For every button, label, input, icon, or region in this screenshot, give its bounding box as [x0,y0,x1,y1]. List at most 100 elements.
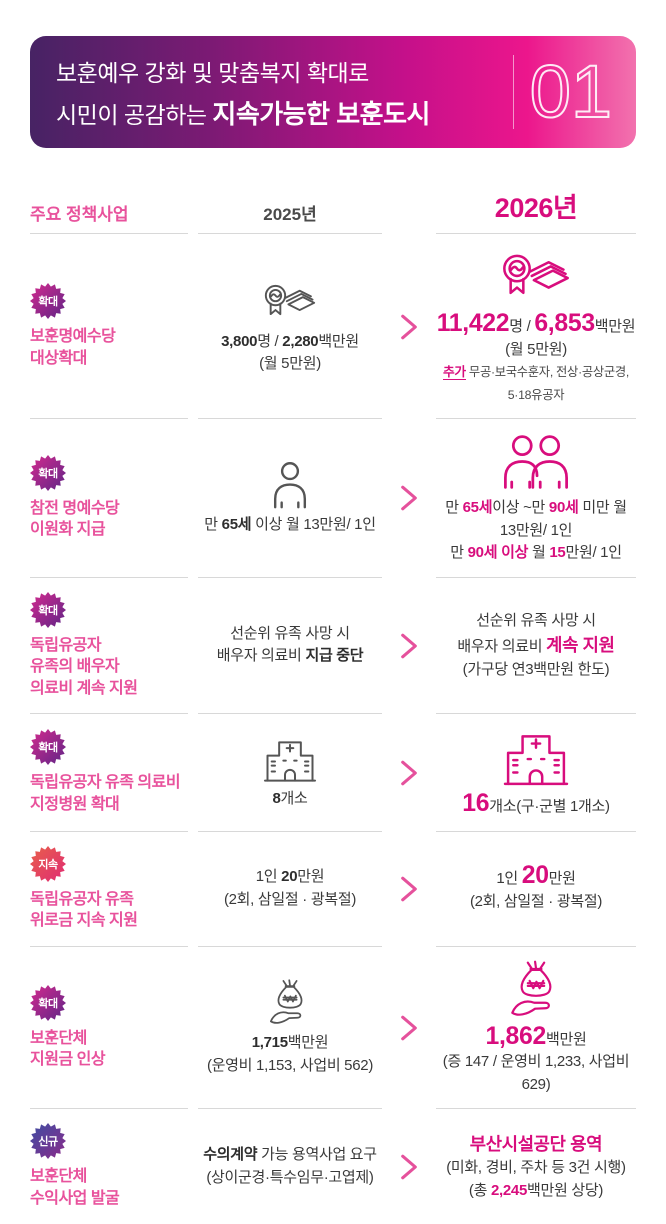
status-badge: 지속 [30,846,66,882]
cell-2026-text: 만 65세이상 ~만 90세 미만 월 13만원/ 1인 만 90세 이상 월 1… [445,499,627,561]
row-title-cell: 확대 보훈단체 지원금 인상 [30,947,188,1110]
policy-row: 확대 독립유공자 유족 의료비 지정병원 확대 8개소 16개소(구·군별 1개소… [30,714,636,832]
table-header-row: 주요 정책사업 2025년 2026년 [30,186,636,234]
medal-money-icon [261,277,319,327]
cell-2026-icon [498,726,574,788]
cell-2026-text: 1,862백만원 (증 147 / 운영비 1,233, 사업비 629) [442,1022,630,1093]
row-title-cell: 지속 독립유공자 유족 위로금 지속 지원 [30,832,188,947]
cell-2026-icon [498,246,574,308]
cell-2025-icon [261,460,319,510]
row-title: 참전 명예수당 이원화 지급 [30,499,120,539]
cell-2025: 수의계약 가능 용역사업 요구 (상이군경·특수임무·고엽제) [198,1109,382,1223]
row-title-cell: 확대 보훈명예수당 대상확대 [30,234,188,419]
cell-2026-text: 부산시설공단 용역 (미화, 경비, 주차 등 3건 시행) (총 2,245백만원… [446,1133,626,1199]
col-header-2025: 2025년 [198,186,382,234]
row-title-cell: 신규 보훈단체 수익사업 발굴 [30,1109,188,1223]
arrow-right-icon [400,313,418,341]
row-title: 보훈단체 수익사업 발굴 [30,1168,120,1208]
cell-2025: 1,715백만원 (운영비 1,153, 사업비 562) [198,947,382,1110]
arrow-right-icon [400,1014,418,1042]
cell-2025-text: 1인 20만원 (2회, 삼일절 · 광복절) [223,868,357,908]
cell-2026-text: 11,422명 / 6,853백만원(월 5만원) 추가 무공·보국수훈자, 전상… [436,310,636,402]
status-badge-label: 지속 [38,858,58,871]
cell-2025-text: 선순위 유족 사망 시 배우자 의료비 지급 중단 [216,624,364,665]
row-title-cell: 확대 참전 명예수당 이원화 지급 [30,419,188,578]
status-badge-label: 신규 [38,1136,58,1149]
arrow-cell [392,947,426,1110]
cell-2025-text: 1,715백만원 (운영비 1,153, 사업비 562) [206,1034,374,1074]
arrow-cell [392,1109,426,1223]
policy-table: 주요 정책사업 2025년 2026년 확대 보훈명예수당 대상확대 3,800명… [30,186,636,1224]
arrow-right-icon [400,875,418,903]
arrow-right-icon [400,759,418,787]
hospital-icon [498,726,574,788]
policy-row: 신규 보훈단체 수익사업 발굴 수의계약 가능 용역사업 요구 (상이군경·특수임무… [30,1109,636,1223]
status-badge-label: 확대 [38,997,58,1010]
status-badge-label: 확대 [38,467,58,480]
cell-2025: 만 65세 이상 월 13만원/ 1인 [198,419,382,578]
row-title: 보훈명예수당 대상확대 [30,327,116,367]
cell-2025-icon [261,978,319,1028]
col-header-policy: 주요 정책사업 [30,186,188,234]
persons-icon [498,431,574,493]
cell-2026: 부산시설공단 용역 (미화, 경비, 주차 등 3건 시행) (총 2,245백만원… [436,1109,636,1223]
arrow-cell [392,714,426,832]
status-badge: 확대 [30,729,66,765]
policy-row: 지속 독립유공자 유족 위로금 지속 지원 1인 20만원 (2회, 삼일절 · 광… [30,832,636,947]
cell-2025: 1인 20만원 (2회, 삼일절 · 광복절) [198,832,382,947]
policy-row: 확대 보훈명예수당 대상확대 3,800명 / 2,280백만원 (월 5만원) 1… [30,234,636,419]
policy-row: 확대 독립유공자 유족의 배우자 의료비 계속 지원 선순위 유족 사망 시 배우자 … [30,578,636,715]
col-header-spacer [392,186,426,234]
cell-2026-text: 선순위 유족 사망 시 배우자 의료비 계속 지원 (가구당 연3백만원 한도) [457,611,615,678]
status-badge-label: 확대 [38,604,58,617]
person-icon [261,460,319,510]
status-badge: 확대 [30,985,66,1021]
cell-2026: 11,422명 / 6,853백만원(월 5만원) 추가 무공·보국수훈자, 전상… [436,234,636,419]
banner-number: 01 [529,50,613,133]
moneybag-hand-icon [261,978,319,1028]
arrow-cell [392,578,426,715]
cell-2025-icon [261,277,319,327]
arrow-cell [392,419,426,578]
hospital-icon [261,734,319,784]
cell-2025-icon [261,734,319,784]
medal-money-icon [498,246,574,308]
status-badge: 확대 [30,592,66,628]
cell-2026: 만 65세이상 ~만 90세 미만 월 13만원/ 1인 만 90세 이상 월 1… [436,419,636,578]
banner-section-number: 01 [512,36,613,148]
cell-2026-text: 1인 20만원 (2회, 삼일절 · 광복절) [469,862,603,910]
banner-title-line1: 보훈예우 강화 및 맞춤복지 확대로 [56,59,369,86]
status-badge: 확대 [30,283,66,319]
banner-title-emphasis: 지속가능한 보훈도시 [212,98,430,129]
row-title: 독립유공자 유족 의료비 지정병원 확대 [30,774,181,814]
banner-divider [512,55,514,129]
arrow-right-icon [400,632,418,660]
cell-2026: 선순위 유족 사망 시 배우자 의료비 계속 지원 (가구당 연3백만원 한도) [436,578,636,715]
policy-table-body: 확대 보훈명예수당 대상확대 3,800명 / 2,280백만원 (월 5만원) 1… [30,234,636,1224]
arrow-right-icon [400,484,418,512]
cell-2026-text: 16개소(구·군별 1개소) [462,790,610,818]
cell-2026-icon [498,431,574,493]
moneybag-hand-icon [498,959,574,1021]
arrow-right-icon [400,1153,418,1181]
banner-title: 보훈예우 강화 및 맞춤복지 확대로 시민이 공감하는 지속가능한 보훈도시 [56,54,430,131]
cell-2026: 1,862백만원 (증 147 / 운영비 1,233, 사업비 629) [436,947,636,1110]
cell-2025: 8개소 [198,714,382,832]
cell-2025: 3,800명 / 2,280백만원 (월 5만원) [198,234,382,419]
cell-2025-text: 3,800명 / 2,280백만원 (월 5만원) [221,332,359,373]
status-badge-label: 확대 [38,295,58,308]
row-title: 독립유공자 유족 위로금 지속 지원 [30,890,138,930]
arrow-cell [392,832,426,947]
status-badge: 신규 [30,1123,66,1159]
cell-2025-text: 8개소 [272,790,308,808]
banner-title-line2: 시민이 공감하는 지속가능한 보훈도시 [56,98,430,129]
policy-row: 확대 보훈단체 지원금 인상 1,715백만원 (운영비 1,153, 사업비 56… [30,947,636,1110]
row-title: 보훈단체 지원금 인상 [30,1029,106,1069]
arrow-cell [392,234,426,419]
policy-row: 확대 참전 명예수당 이원화 지급 만 65세 이상 월 13만원/ 1인 만 6… [30,419,636,578]
policy-infographic-page: 보훈예우 강화 및 맞춤복지 확대로 시민이 공감하는 지속가능한 보훈도시 0… [0,36,666,1207]
cell-2025: 선순위 유족 사망 시 배우자 의료비 지급 중단 [198,578,382,715]
cell-2026: 16개소(구·군별 1개소) [436,714,636,832]
row-title-cell: 확대 독립유공자 유족 의료비 지정병원 확대 [30,714,188,832]
col-header-2026: 2026년 [436,186,636,234]
